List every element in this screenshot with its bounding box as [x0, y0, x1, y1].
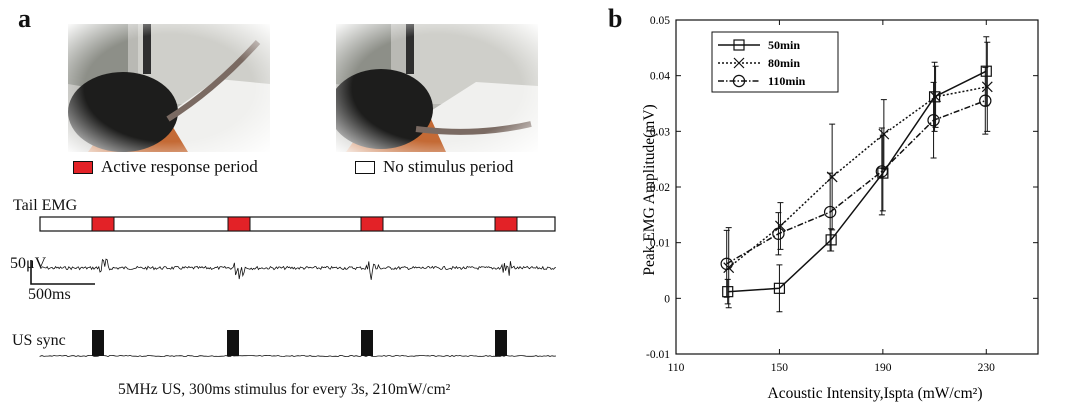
data-point-110min [720, 257, 733, 271]
legend-none: No stimulus period [355, 157, 513, 177]
series-line-80min [728, 86, 988, 269]
error-bar [776, 264, 783, 313]
y-tick-label: -0.01 [646, 349, 670, 361]
scale-time-label: 500ms [28, 286, 71, 303]
data-point-50min [928, 91, 941, 103]
stimulus-timeline [39, 216, 556, 232]
error-bar [723, 229, 730, 298]
legend-marker [733, 39, 745, 51]
data-point-50min [877, 167, 889, 179]
data-point-110min [823, 205, 837, 219]
data-point-110min [979, 94, 992, 107]
error-bar [930, 81, 937, 159]
data-point-50min [980, 65, 992, 77]
series-line-110min [726, 99, 986, 265]
legend-active: Active response period [73, 157, 258, 177]
y-tick-label: 0.03 [650, 126, 670, 138]
data-point-80min [930, 91, 941, 103]
legend-marker [732, 74, 746, 88]
mouse-tail-raised-photo [68, 24, 270, 152]
y-tick-label: 0.01 [650, 238, 670, 250]
y-tick-label: 0.05 [650, 15, 670, 27]
y-tick-label: 0 [664, 293, 670, 305]
legend-active-label: Active response period [101, 157, 258, 176]
legend-marker [733, 57, 745, 69]
emg-trace [39, 258, 557, 280]
data-point-110min [772, 227, 785, 240]
data-point-80min [981, 81, 993, 93]
active-period-2 [227, 216, 251, 232]
data-point-110min [875, 165, 889, 178]
data-point-50min [825, 234, 837, 246]
tail-emg-label: Tail EMG [13, 197, 78, 214]
active-period-4 [494, 216, 518, 232]
error-bar [827, 172, 834, 252]
series-line-50min [727, 70, 987, 293]
error-bar [724, 278, 731, 305]
error-bar [775, 212, 782, 256]
emg-amplitude-chart: -0.01 0 0.01 0.02 0.03 0.04 0.05 110 150 190 230 5… [641, 15, 1039, 402]
error-bar [828, 228, 835, 252]
data-point-80min [826, 171, 838, 183]
x-axis-label: Acoustic Intensity,Ispta (mW/cm²) [768, 385, 983, 402]
x-tick-label: 230 [978, 362, 996, 374]
us-sync-trace [39, 354, 557, 358]
us-pulse-4 [495, 330, 507, 356]
y-tick-label: 0.02 [650, 182, 670, 194]
active-swatch [73, 160, 93, 174]
error-bar [878, 127, 885, 216]
none-swatch [355, 160, 375, 174]
scale-voltage-label: 50μV [10, 255, 47, 272]
data-point-50min [722, 286, 734, 298]
x-tick-label: 150 [771, 362, 789, 374]
panel-b-letter: b [608, 4, 623, 33]
data-point-80min [775, 220, 786, 232]
x-tick-label: 110 [668, 362, 685, 374]
data-point-80min [878, 128, 890, 140]
legend-label: 80min [768, 56, 800, 70]
active-period-1 [91, 216, 115, 232]
us-sync-label: US sync [12, 332, 66, 349]
error-bar [982, 66, 989, 135]
legend-label: 110min [768, 74, 806, 88]
panel-a-letter: a [18, 4, 31, 33]
panel-a-caption: 5MHz US, 300ms stimulus for every 3s, 21… [118, 381, 451, 398]
mouse-tail-resting-photo [336, 24, 538, 152]
error-bar [879, 134, 886, 212]
data-point-50min [773, 282, 786, 294]
y-axis-label: Peak EMG Amplitude(mV) [641, 104, 658, 275]
data-point-110min [927, 113, 940, 127]
scale-bar [30, 260, 95, 285]
y-tick-label: 0.04 [650, 71, 670, 83]
legend-label: 50min [768, 38, 800, 52]
active-period-3 [360, 216, 384, 232]
us-pulse-1 [92, 330, 104, 356]
x-tick-label: 190 [874, 362, 892, 374]
legend-none-label: No stimulus period [383, 157, 514, 176]
us-pulse-3 [361, 330, 373, 356]
us-pulse-2 [227, 330, 239, 356]
emg-traces [30, 216, 557, 358]
